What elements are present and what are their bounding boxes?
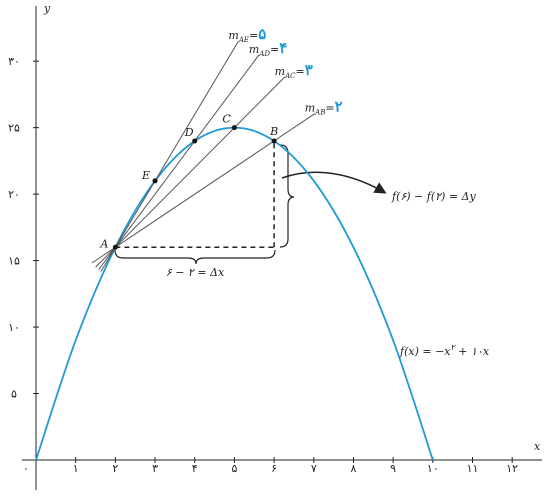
delta-y: f(۶) − f(۲) = Δy xyxy=(391,190,476,203)
x-tick-label: ۱۲ xyxy=(506,462,518,475)
secant-name: AB xyxy=(314,109,325,117)
x-tick-label: ۹ xyxy=(390,462,396,475)
y-tick-label: ۲۰ xyxy=(8,188,20,201)
brace-dy xyxy=(279,144,295,248)
x-tick-label: ۳ xyxy=(152,462,158,475)
x-tick-label: ۱ xyxy=(73,462,79,475)
point xyxy=(192,138,198,144)
x-tick-label: ۱۰ xyxy=(427,462,439,475)
y-tick-label: ۵ xyxy=(11,388,17,401)
equals: = xyxy=(296,65,305,78)
y-axis-label: y xyxy=(43,2,51,15)
slope-value: ۴ xyxy=(279,39,287,57)
secant-label: mAE=۵ xyxy=(228,25,266,44)
slope-symbol: m xyxy=(275,65,285,78)
secant-label: mAC=۳ xyxy=(275,61,313,80)
equals: = xyxy=(249,29,258,42)
slope-value: ۳ xyxy=(305,61,313,79)
arrow xyxy=(281,171,387,194)
equals: = xyxy=(325,102,334,115)
point xyxy=(152,178,158,184)
x-tick-label: ۵ xyxy=(231,462,237,475)
secant-name: AC xyxy=(284,72,296,80)
y-tick-label: ۱۰ xyxy=(8,321,20,334)
point xyxy=(112,244,118,250)
point xyxy=(231,125,237,131)
point-label: C xyxy=(222,113,231,126)
brace-dx xyxy=(114,249,276,265)
point-label: A xyxy=(99,237,108,250)
slope-symbol: m xyxy=(228,29,238,42)
slope-value: ۲ xyxy=(335,98,343,116)
slope-symbol: m xyxy=(249,43,259,56)
formula-exp: ۲ xyxy=(451,343,457,352)
equals: = xyxy=(270,43,279,56)
point xyxy=(271,138,277,144)
secant-name: AE xyxy=(238,36,249,44)
point-label: E xyxy=(141,169,150,182)
x-tick-label: ۶ xyxy=(271,462,277,475)
secant-line xyxy=(91,113,316,264)
secant-name: AD xyxy=(258,50,270,58)
y-tick-label: ۱۵ xyxy=(8,255,20,268)
secant-line xyxy=(100,40,239,272)
x-tick-label: ۱۱ xyxy=(467,462,479,475)
point-label: B xyxy=(269,125,278,138)
formula-lhs: f(x) = −x xyxy=(399,345,451,358)
point-label: D xyxy=(184,126,194,139)
slope-symbol: m xyxy=(305,102,315,115)
delta-x: ۶ − ۲ = Δx xyxy=(166,266,225,279)
secant-line xyxy=(98,54,260,271)
x-tick-label: ۷ xyxy=(311,462,317,475)
formula-rhs: + ۱۰x xyxy=(455,345,490,358)
y-tick-label: ۲۵ xyxy=(8,122,20,135)
x-tick-label: ۸ xyxy=(350,462,356,475)
slope-value: ۵ xyxy=(258,25,266,43)
formula: f(x) = −x۲ + ۱۰x xyxy=(399,343,490,358)
y-tick-label: ۳۰ xyxy=(8,55,20,68)
x-tick-label: ۲ xyxy=(112,462,118,475)
x-tick-label: ۰ xyxy=(23,462,29,475)
secant-label: mAB=۲ xyxy=(305,98,343,117)
secant-line xyxy=(95,76,285,268)
x-tick-label: ۴ xyxy=(192,462,198,475)
x-axis-label: x xyxy=(534,440,541,453)
secant-label: mAD=۴ xyxy=(249,39,287,58)
curve xyxy=(35,126,434,461)
